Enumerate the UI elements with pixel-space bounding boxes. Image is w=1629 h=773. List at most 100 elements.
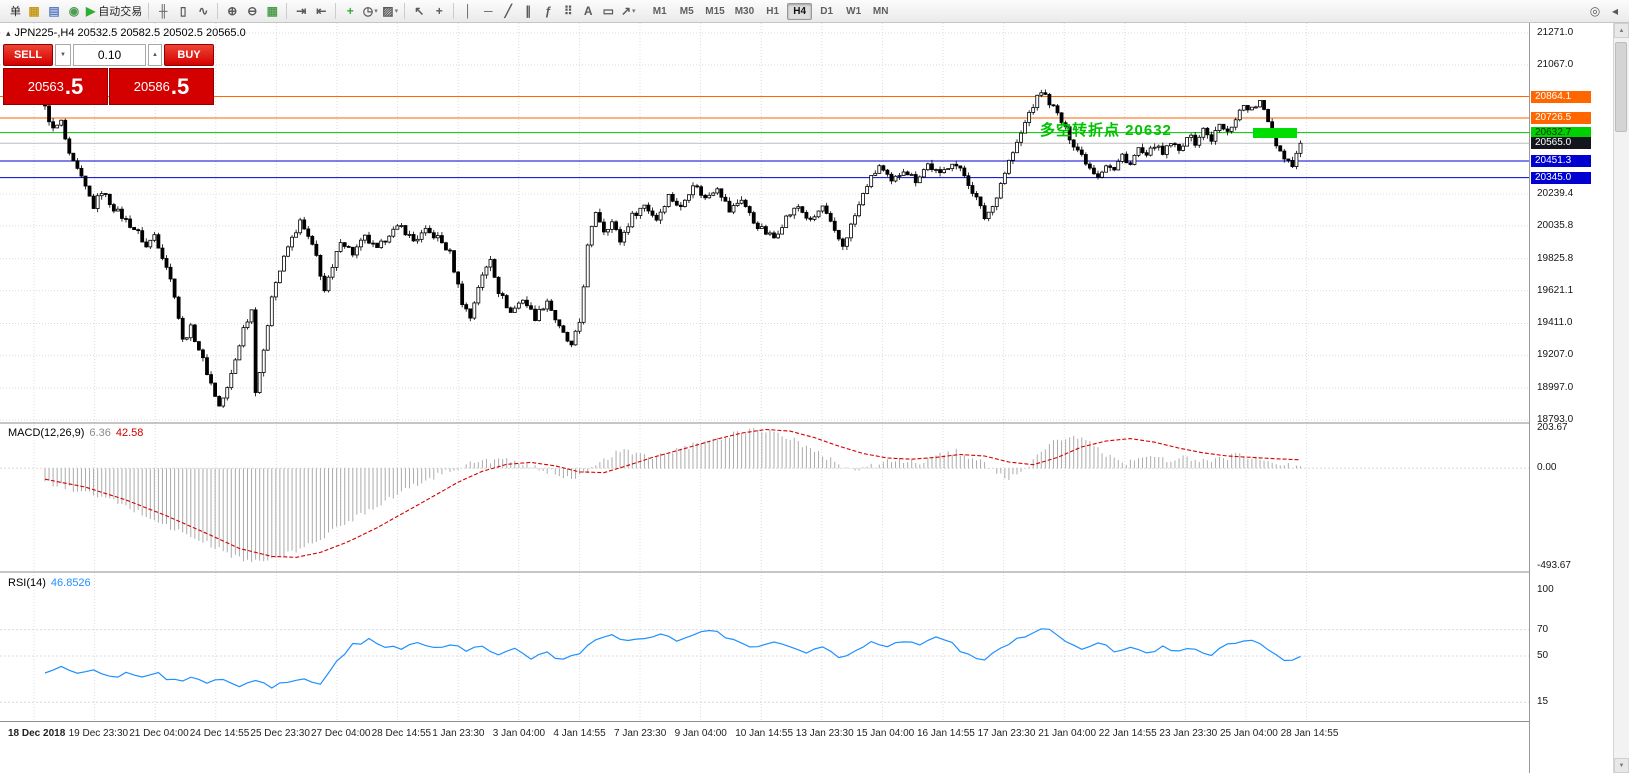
timeframe-m30[interactable]: M30 <box>734 5 755 17</box>
chevron-down-icon: ▾ <box>632 8 636 15</box>
auto-scroll-icon[interactable]: ⇥ <box>296 4 307 18</box>
toolbar-right-icons: ◎ ◂ <box>1585 2 1625 20</box>
trendline-icon[interactable]: ╱ <box>504 4 512 18</box>
timeframe-h4[interactable]: H4 <box>787 2 813 20</box>
volume-input[interactable]: 0.10 <box>73 44 146 66</box>
time-axis-label: 15 Jan 04:00 <box>856 728 915 739</box>
rsi-axis-label: 70 <box>1537 623 1549 635</box>
toolbar-separator <box>335 3 337 19</box>
volume-spinner[interactable]: ▲ <box>148 44 162 66</box>
crosshair-icon[interactable]: + <box>435 4 443 18</box>
time-axis-label: 7 Jan 23:30 <box>614 728 667 739</box>
time-axis-label: 22 Jan 14:55 <box>1098 728 1157 739</box>
scrollbar-track[interactable] <box>1614 38 1629 758</box>
zoom-in-icon[interactable]: ⊕ <box>227 4 238 18</box>
time-axis-label: 21 Dec 04:00 <box>129 728 189 739</box>
time-axis-label: 25 Jan 04:00 <box>1220 728 1278 739</box>
chevron-up-icon: ▲ <box>152 52 158 58</box>
chevron-down-icon: ▾ <box>374 8 378 15</box>
chart-symbol-ohlc-label: ▴ JPN225-,H4 20532.5 20582.5 20502.5 205… <box>6 27 246 39</box>
rsi-indicator-label: RSI(14) 46.8526 <box>8 577 91 589</box>
rsi-value: 46.8526 <box>50 577 91 589</box>
fibonacci-icon[interactable]: ƒ <box>544 4 552 18</box>
channel-icon[interactable]: ∥ <box>525 4 532 18</box>
zoom-out-icon[interactable]: ⊖ <box>247 4 258 18</box>
line-chart-icon[interactable]: ∿ <box>198 4 209 18</box>
vertical-line-icon[interactable]: │ <box>464 4 472 18</box>
navigator-icon[interactable]: ◉ <box>68 4 80 18</box>
vertical-scrollbar[interactable]: ▲ ▼ <box>1613 23 1629 773</box>
pin-icon[interactable]: ◎ <box>1589 4 1601 18</box>
macd-signal-line <box>44 428 1301 558</box>
add-indicator-icon[interactable]: + <box>346 4 354 18</box>
bar-chart-icon[interactable]: ╫ <box>158 4 168 18</box>
timeframe-m1[interactable]: M1 <box>652 5 667 17</box>
sell-price-display[interactable]: 20563 .5 <box>3 68 108 105</box>
price-level-label: 20565.0 <box>1531 137 1591 150</box>
grid-icon[interactable]: ⠿ <box>563 4 573 18</box>
time-axis-label: 1 Jan 23:30 <box>432 728 485 739</box>
toolbar-separator <box>286 3 288 19</box>
toolbar-separator <box>217 3 219 19</box>
toolbar-icon-groups: 单 ▦ ▤ ◉ ▶ 自动交易 ╫ ▯ ∿ ⊕ ⊖ ▦ ⇥ ⇤ + ◷ ▾ ▨ ▾ ↖ + │ ─ ╱ ∥ ƒ ⠿ A ▭ ↗ ▾ <box>4 2 638 20</box>
arrows-icon[interactable]: ↗ ▾ <box>620 4 636 18</box>
buy-button[interactable]: BUY <box>164 44 214 66</box>
volume-dropdown[interactable]: ▼ <box>55 44 71 66</box>
macd-axis-label: 203.67 <box>1537 422 1568 433</box>
timeframe-mn[interactable]: MN <box>872 5 889 17</box>
chart-area[interactable] <box>0 23 1529 722</box>
macd-axis-label: 0.00 <box>1537 462 1557 474</box>
horizontal-line-icon[interactable]: ─ <box>483 4 493 18</box>
timeframe-group: M1 M5 M15 M30 H1 H4 D1 W1 MN <box>646 2 894 20</box>
sell-price-main: 20563 <box>27 79 64 94</box>
profile-icon[interactable]: ▤ <box>48 4 60 18</box>
symbol-ohlc-text: JPN225-,H4 20532.5 20582.5 20502.5 20565… <box>14 27 246 39</box>
timeframe-h1[interactable]: H1 <box>766 5 780 17</box>
undock-icon[interactable]: ◂ <box>1611 4 1619 18</box>
tile-windows-icon[interactable]: ▦ <box>266 4 278 18</box>
period-clock-icon[interactable]: ◷ ▾ <box>362 4 378 18</box>
time-axis-label: 16 Jan 14:55 <box>917 728 975 739</box>
one-click-trading-panel[interactable]: SELL ▼ 0.10 ▲ BUY 20563 .5 20586 .5 <box>3 44 214 105</box>
chart-symbol-icon: ▴ <box>6 27 11 38</box>
price-axis-label: 19825.8 <box>1537 252 1574 264</box>
template-icon[interactable]: ▨ ▾ <box>382 4 399 18</box>
chart-shift-icon[interactable]: ⇤ <box>316 4 327 18</box>
text-label-icon[interactable]: ▭ <box>602 4 614 18</box>
toolbar-separator <box>148 3 150 19</box>
price-axis[interactable]: 21271.0 21067.0 20239.4 20035.8 19825.8 19621… <box>1529 23 1613 773</box>
buy-price-display[interactable]: 20586 .5 <box>109 68 214 105</box>
macd-name: MACD(12,26,9) <box>8 427 85 439</box>
toolbar-separator <box>453 3 455 19</box>
time-axis-label: 4 Jan 14:55 <box>553 728 606 739</box>
time-axis-label: 24 Dec 14:55 <box>189 728 250 739</box>
price-axis-label: 19411.0 <box>1537 317 1573 329</box>
chart-window-icon[interactable]: ▦ <box>28 4 40 18</box>
scrollbar-thumb[interactable] <box>1615 42 1627 132</box>
scroll-down-button[interactable]: ▼ <box>1614 758 1629 773</box>
new-order-button[interactable]: 单 <box>10 6 21 18</box>
scroll-up-button[interactable]: ▲ <box>1614 23 1629 38</box>
timeframe-d1[interactable]: D1 <box>820 5 834 17</box>
timeframe-m15[interactable]: M15 <box>705 5 725 17</box>
time-axis-label: 10 Jan 14:55 <box>735 728 794 739</box>
macd-value: 6.36 <box>89 427 111 439</box>
timeframe-m5[interactable]: M5 <box>679 5 694 17</box>
toolbar: 单 ▦ ▤ ◉ ▶ 自动交易 ╫ ▯ ∿ ⊕ ⊖ ▦ ⇥ ⇤ + ◷ ▾ ▨ ▾ ↖ + │ ─ ╱ ∥ ƒ ⠿ A ▭ ↗ ▾ M1 M5 M… <box>0 0 1629 23</box>
price-level-label: 20864.1 <box>1531 90 1591 103</box>
text-icon[interactable]: A <box>583 4 593 18</box>
time-axis[interactable]: 18 Dec 2018 19 Dec 23:30 21 Dec 04:00 24 De… <box>0 722 1529 773</box>
price-level-label: 20451.3 <box>1531 155 1591 168</box>
timeframe-w1[interactable]: W1 <box>846 5 862 17</box>
cursor-icon[interactable]: ↖ <box>414 4 425 18</box>
price-axis-label: 21271.0 <box>1537 27 1574 38</box>
time-axis-label: 28 Jan 14:55 <box>1280 728 1339 739</box>
candlestick-chart-icon[interactable]: ▯ <box>179 4 187 18</box>
macd-histogram <box>44 428 1301 562</box>
highlight-rectangle <box>1253 128 1297 138</box>
time-axis-label: 17 Jan 23:30 <box>977 728 1036 739</box>
price-axis-label: 20035.8 <box>1537 219 1574 231</box>
time-axis-label: 27 Dec 04:00 <box>311 728 371 739</box>
sell-button[interactable]: SELL <box>3 44 53 66</box>
autotrading-button[interactable]: ▶ 自动交易 <box>86 4 143 18</box>
